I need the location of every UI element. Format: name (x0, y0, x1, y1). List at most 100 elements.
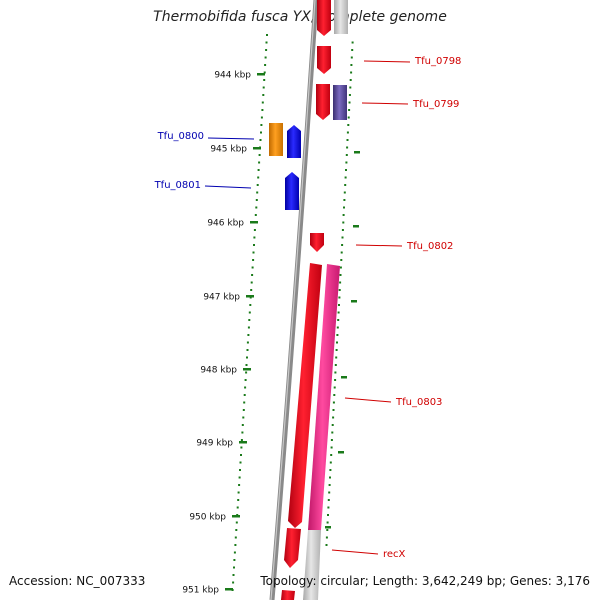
leader-line-recx (331, 549, 379, 555)
ruler-dot (239, 461, 242, 464)
pink-feature[interactable] (308, 264, 340, 530)
gene-shape-tfu-0800[interactable] (287, 125, 301, 158)
tick-mark (257, 73, 265, 76)
ruler-dot (261, 101, 264, 104)
ruler-dot (343, 206, 345, 209)
tick-label: 946 kbp (207, 219, 244, 229)
ruler-dot (350, 71, 353, 74)
ruler-dot (326, 521, 329, 524)
accession-text: Accession: NC_007333 (9, 574, 146, 588)
gene-label-tfu-0803[interactable]: Tfu_0803 (395, 397, 442, 408)
ruler-dot (334, 379, 337, 381)
ruler-dot (238, 484, 241, 486)
ruler-dot (232, 574, 235, 576)
minor-tick-mark (354, 151, 360, 154)
ruler-dot (330, 454, 333, 456)
ruler-dot (343, 191, 346, 194)
orange-feature[interactable] (269, 123, 283, 156)
ruler-dot (246, 341, 249, 344)
minor-tick-mark (341, 376, 347, 379)
ruler-dot (336, 334, 339, 336)
ruler-dot (263, 71, 266, 74)
gene-shape-tfu-0803[interactable] (288, 263, 322, 528)
ruler-dot (331, 424, 334, 426)
ruler-dots (231, 34, 354, 591)
ruler-dot (248, 311, 251, 314)
ruler-dot (341, 229, 344, 231)
ruler-dot (342, 221, 345, 224)
ruler-dot (242, 416, 245, 419)
gene-label-tfu-0800[interactable]: Tfu_0800 (157, 131, 204, 142)
gene-label-tfu-0798[interactable]: Tfu_0798 (414, 56, 461, 67)
ruler-dot (347, 116, 350, 119)
ruler-dot (249, 304, 252, 306)
ruler-dot (238, 476, 241, 479)
ruler-dot (246, 349, 249, 351)
ruler-dot (329, 461, 332, 464)
ruler-dot (346, 146, 349, 149)
ruler-dot (260, 124, 263, 126)
ruler-dot (248, 319, 251, 321)
ruler-dot (346, 131, 349, 134)
ruler-dot (335, 349, 338, 351)
ruler-dot (327, 499, 330, 501)
gene-shape-tfu-0799[interactable] (316, 84, 330, 120)
gene-shape-tfu-0798[interactable] (317, 46, 331, 74)
ruler-dot (336, 341, 338, 344)
gene-shape-partial-bottom[interactable] (281, 590, 295, 600)
ruler-dot (245, 364, 248, 366)
gene-shape-partial-top[interactable] (317, 0, 331, 36)
gene-label-tfu-0801[interactable]: Tfu_0801 (154, 180, 201, 191)
ruler-dot (346, 139, 349, 141)
tick-mark (246, 295, 254, 298)
gene-shape-tfu-0802[interactable] (310, 233, 324, 252)
ruler-dot (245, 371, 248, 374)
ruler-dot (332, 401, 335, 404)
ruler-dot (234, 536, 237, 539)
ruler-dot (256, 191, 259, 194)
grey-feature-bottom[interactable] (303, 530, 321, 600)
gene-shape-recx[interactable] (284, 528, 301, 568)
ruler-dot (341, 244, 344, 246)
ruler-dot (340, 251, 343, 254)
ruler-dot (235, 529, 238, 531)
ruler-dot (349, 79, 352, 81)
ruler-dot (330, 439, 333, 441)
gene-label-tfu-0802[interactable]: Tfu_0802 (406, 241, 453, 252)
ruler-dot (333, 386, 336, 389)
leader-line-tfu-0802 (355, 244, 403, 247)
gene-shape-tfu-0801[interactable] (285, 172, 299, 210)
gene-label-recx[interactable]: recX (383, 549, 406, 560)
genome-backbone (269, 0, 319, 600)
tick-label: 951 kbp (182, 586, 219, 596)
ruler-dot (241, 431, 244, 434)
ruler-dot (344, 184, 347, 186)
ruler-dot (351, 49, 354, 51)
ruler-dot (263, 79, 266, 81)
ruler-dot (252, 259, 255, 261)
tick-mark (250, 221, 258, 224)
ruler-dot (253, 244, 255, 246)
ruler-dot (332, 416, 335, 419)
minor-tick-mark (351, 300, 357, 303)
genome-backbone-highlight (270, 0, 316, 600)
ruler-dot (233, 551, 236, 554)
ruler-dot (325, 544, 328, 546)
purple-feature[interactable] (333, 85, 347, 120)
ruler-dot (331, 431, 334, 434)
ruler-dot (334, 364, 337, 366)
ruler-dot (243, 401, 246, 404)
ruler-dot (250, 281, 253, 284)
gene-label-tfu-0799[interactable]: Tfu_0799 (412, 99, 459, 110)
leader-line-tfu-0801 (204, 185, 252, 189)
ruler-dot (259, 139, 262, 141)
ruler-dot (347, 124, 350, 126)
ruler-dot (247, 326, 250, 329)
ruler-dot (258, 154, 261, 156)
ruler-dot (332, 409, 335, 411)
ruler-dot (240, 454, 242, 456)
leader-line-tfu-0798 (363, 60, 411, 63)
ruler-dot (240, 439, 243, 441)
ruler-dot (237, 491, 240, 494)
